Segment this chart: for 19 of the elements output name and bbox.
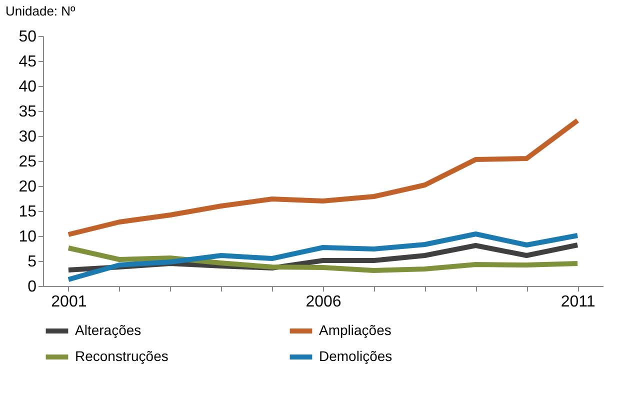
legend-label: Alterações: [75, 322, 142, 338]
legend-label: Ampliações: [319, 322, 392, 338]
y-tick-label: 35: [18, 104, 37, 120]
y-tick-label: 10: [18, 228, 37, 246]
y-tick-label: 30: [18, 128, 37, 146]
legend-label: Demolições: [319, 348, 392, 364]
y-axis-title: Unidade: Nº: [6, 4, 76, 18]
y-tick-label: 25: [18, 154, 37, 170]
y-tick-label: 45: [18, 54, 37, 70]
x-tick-label: 2006: [306, 294, 342, 310]
y-tick-label: 20: [18, 178, 37, 196]
y-tick-label: 5: [28, 254, 37, 270]
y-tick-label: 50: [18, 28, 37, 46]
y-tick-label: 15: [18, 204, 37, 220]
y-tick-label: 40: [18, 78, 37, 96]
x-tick-label: 2001: [51, 294, 87, 310]
legend-label: Reconstruções: [75, 348, 168, 364]
x-tick-label: 2011: [560, 294, 596, 310]
y-tick-label: 0: [28, 278, 37, 296]
